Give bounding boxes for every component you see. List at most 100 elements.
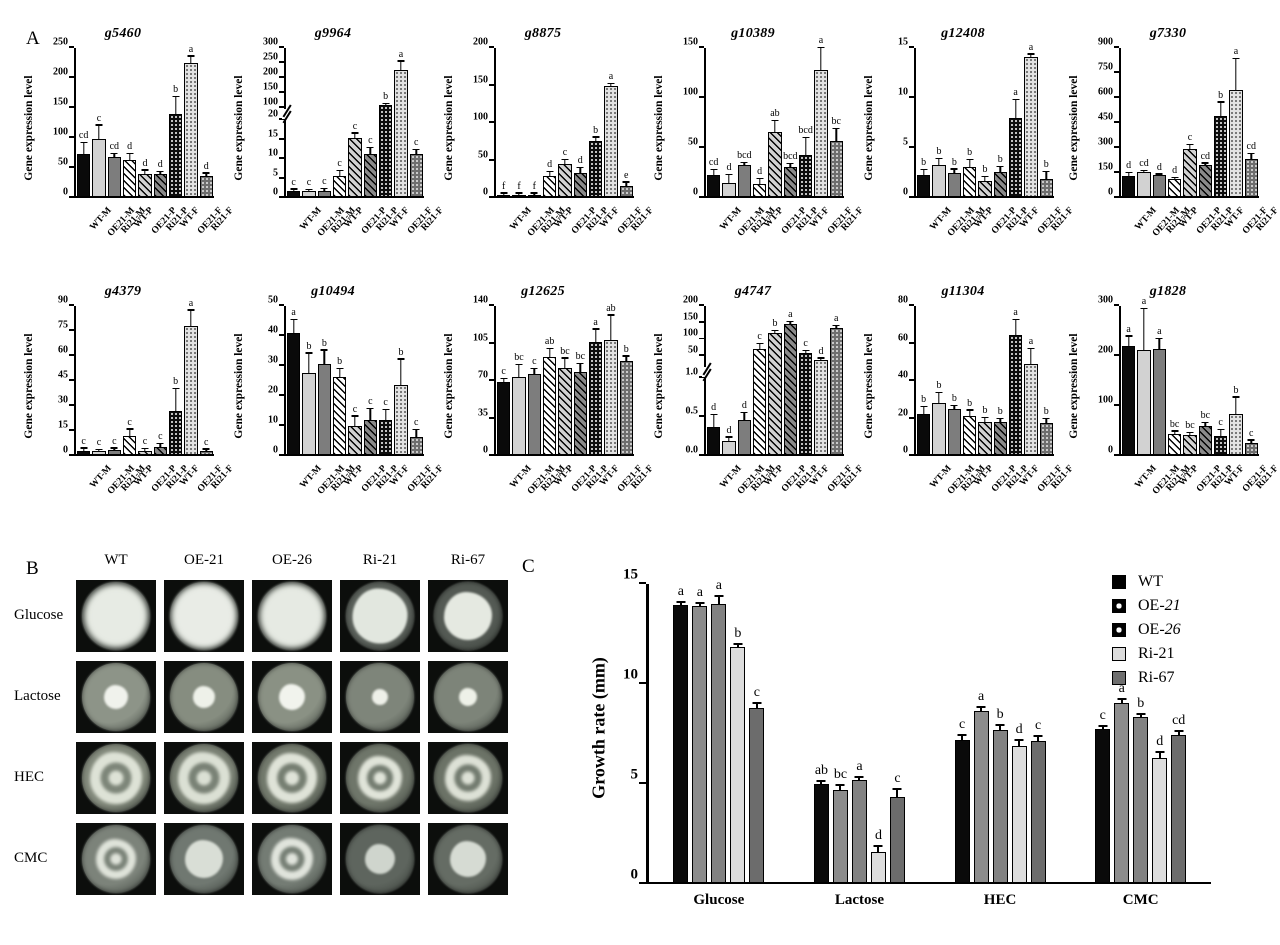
bar-column: bc [512, 306, 526, 454]
x-axis [74, 196, 214, 198]
bar-column: b [619, 306, 633, 454]
significance-label: b [321, 337, 327, 349]
bar [692, 605, 708, 882]
plate-photo [252, 742, 332, 814]
error-bar [579, 168, 581, 173]
error-bar [717, 596, 720, 604]
error-bar-cap [995, 723, 1005, 726]
error-bar-cap [996, 165, 1004, 167]
y-tick-label: 300 [263, 36, 278, 48]
significance-label: a [188, 43, 194, 55]
significance-label: c [337, 158, 342, 170]
error-bar [1158, 752, 1161, 758]
significance-label: d [726, 424, 732, 436]
error-bar [128, 429, 131, 436]
y-tick-label: 0 [273, 444, 278, 456]
significance-label: d [1126, 160, 1132, 171]
y-tick-label: 200 [1098, 344, 1113, 356]
x-tick-labels: WT-M OE21-M Ri21-M WT-P OE21-P Ri21-P WT-F OE21… [706, 458, 865, 530]
chart-title: g9964 [314, 26, 352, 41]
bar [573, 172, 587, 196]
error-bar-cap [110, 447, 118, 449]
growth-rate-plot: 0 5 10 15 a a a b c ab bc a d c c a b d c c a b d cd Glucose Lact… [623, 567, 1211, 908]
bar-column: c [333, 48, 347, 196]
bar-column: ab [813, 584, 830, 882]
error-bar [1120, 700, 1123, 703]
significance-label: b [921, 394, 927, 406]
error-bar [533, 193, 536, 195]
x-tick-labels: WT-M OE21-M Ri21-M WT-P OE21-P Ri21-P WT-F OE21… [496, 458, 655, 530]
petri-dish [82, 582, 150, 650]
bar-column: a [851, 584, 868, 882]
significance-label: b [951, 156, 957, 168]
error-bar-cap [1012, 98, 1020, 100]
bar-group: c a b d cd [1082, 584, 1200, 882]
panel-b-column-header: Ri-21 [362, 552, 398, 568]
significance-label: d [711, 402, 717, 413]
error-bar [518, 365, 520, 377]
bar [1244, 443, 1258, 454]
error-bar [968, 160, 971, 167]
x-axis [494, 454, 634, 456]
significance-label: b [593, 124, 599, 136]
error-bar [1139, 714, 1142, 717]
y-tick-label: 900 [1098, 36, 1113, 48]
bar [199, 175, 213, 196]
y-tick-label: 140 [473, 294, 488, 306]
bar-column: c [527, 306, 541, 454]
bar-column: bcd [783, 48, 798, 196]
y-tick [699, 321, 704, 323]
significance-label: a [1013, 306, 1018, 318]
plate-photo [428, 661, 508, 733]
significance-label: c [1249, 427, 1254, 439]
y-tick [699, 354, 704, 356]
y-tick [279, 91, 284, 93]
error-bar [502, 193, 505, 195]
bar-column: b [932, 306, 946, 454]
petri-dish [170, 744, 238, 812]
significance-label: ab [770, 108, 780, 119]
error-bar-cap [832, 324, 840, 327]
bar [409, 436, 423, 454]
bar-series: a a a bc bc bc c b c [1121, 296, 1259, 454]
y-tick-label: 10 [268, 147, 278, 159]
error-bar [548, 349, 551, 357]
panel-b-letter: B [26, 558, 39, 579]
bar-column: c [363, 48, 377, 196]
error-bar-cap [935, 391, 943, 394]
significance-label: b [921, 157, 927, 168]
error-bar-cap [695, 601, 705, 604]
chart-ylabel: Gene expression level [233, 333, 245, 439]
bar-column: d [199, 48, 213, 196]
legend-label: Ri-21 [1138, 645, 1175, 662]
error-bar-cap [1217, 428, 1225, 430]
bar-column: c [409, 48, 423, 196]
plate-photo [340, 823, 420, 895]
bar-column: a [829, 306, 843, 454]
significance-label: b [967, 397, 973, 409]
bar [963, 167, 977, 196]
significance-label: c [127, 416, 132, 428]
y-tick-label: 100 [473, 111, 488, 123]
y-tick-label: 0 [1108, 444, 1113, 456]
bar [302, 373, 316, 454]
panel-b-row-header: CMC [14, 850, 48, 866]
bar [829, 141, 843, 196]
bar-column: cd [707, 48, 721, 196]
y-tick [69, 454, 74, 456]
significance-label: b [997, 154, 1003, 165]
bar-column: a [691, 584, 708, 882]
significance-label: bcd [737, 150, 752, 161]
error-bar [174, 389, 177, 411]
y-tick-label: 0 [630, 866, 639, 883]
error-bar-cap [320, 349, 328, 351]
bar [527, 194, 541, 196]
chart-ylabel: Gene expression level [23, 75, 35, 181]
error-bar [698, 603, 701, 606]
bar [138, 450, 152, 454]
y-tick [279, 176, 284, 179]
bar [978, 422, 992, 454]
error-bar-cap [622, 355, 630, 357]
bar-column: ab [768, 48, 782, 196]
